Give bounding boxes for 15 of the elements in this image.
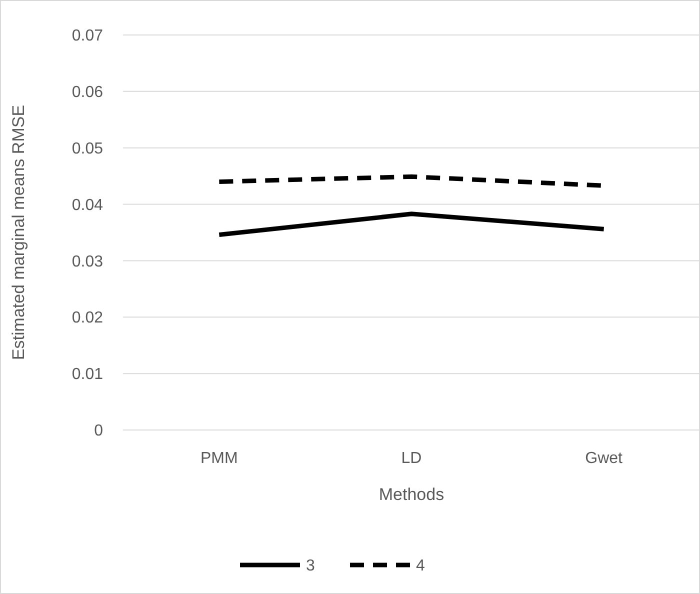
legend-label: 3 [306, 558, 315, 575]
y-tick-label: 0.04 [72, 196, 104, 214]
x-tick-label: LD [401, 450, 422, 467]
x-tick-label: PMM [200, 450, 238, 467]
y-axis-title: Estimated marginal means RMSE [9, 104, 28, 360]
y-tick-label: 0.06 [72, 84, 104, 102]
legend-label: 4 [416, 558, 425, 575]
x-tick-label: Gwet [585, 450, 624, 467]
y-tick-label: 0.03 [72, 253, 104, 270]
y-tick-label: 0.05 [72, 140, 104, 158]
y-tick-label: 0.07 [72, 28, 104, 45]
y-tick-label: 0.01 [72, 366, 104, 384]
x-axis-title: Methods [378, 485, 444, 504]
y-tick-label: 0.02 [72, 310, 104, 327]
y-tick-label: 0 [94, 422, 104, 440]
